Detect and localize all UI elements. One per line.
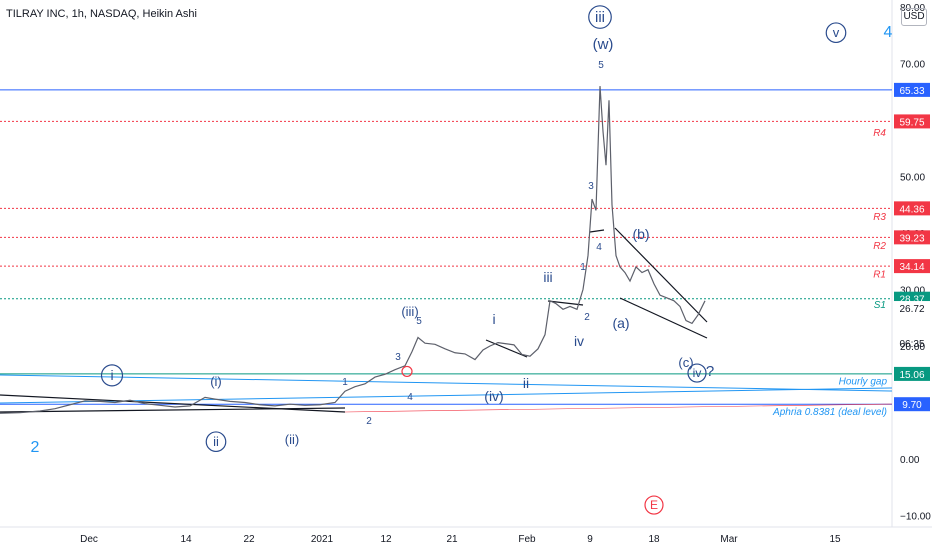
wave-label: iii xyxy=(543,269,552,285)
level-price-tag xyxy=(894,114,930,129)
aphria-label: Aphria 0.8381 (deal level) xyxy=(772,407,887,418)
level-price-tag xyxy=(894,82,930,97)
wave-label: ? xyxy=(706,363,714,380)
level-price-label: 15.06 xyxy=(899,370,924,381)
wave-label: 1 xyxy=(580,262,586,273)
level-price-label: 28.37 xyxy=(899,295,924,306)
trend-line xyxy=(344,403,893,413)
wave-label: E xyxy=(650,498,658,512)
level-price-tag xyxy=(894,230,930,245)
wave-label: 4 xyxy=(407,392,413,403)
wave-label: (a) xyxy=(612,315,629,331)
level-price-tag xyxy=(894,366,930,381)
x-tick-label: Dec xyxy=(80,534,98,545)
trend-line xyxy=(0,407,346,413)
trend-line xyxy=(614,227,708,323)
y-tick-label: 70.00 xyxy=(900,60,925,71)
wave-label: 3 xyxy=(395,352,401,363)
level-price-label: 34.14 xyxy=(899,262,924,273)
wave-label: (i) xyxy=(210,374,222,389)
wave-circle xyxy=(100,364,124,387)
x-tick-label: 12 xyxy=(380,534,392,545)
wave-label: 2 xyxy=(366,416,372,427)
wave-label: iv xyxy=(693,366,702,380)
wave-circle xyxy=(205,431,227,453)
x-tick-label: 18 xyxy=(648,534,660,545)
wave-label: (iii) xyxy=(401,304,418,319)
hourly-gap-label: Hourly gap xyxy=(839,376,888,387)
wave-circle xyxy=(644,495,664,515)
wave-label: (ii) xyxy=(285,432,299,447)
wave-label: 4 xyxy=(884,24,893,41)
wave-label: ii xyxy=(523,375,529,391)
trend-line xyxy=(485,339,528,358)
extra-price-label: 26.72 xyxy=(899,304,924,315)
wave-circle xyxy=(687,363,707,383)
y-tick-label: 30.00 xyxy=(900,286,925,297)
wave-label: iii xyxy=(595,9,605,26)
wave-label: 3 xyxy=(588,181,594,192)
wave-circle xyxy=(588,5,612,29)
wave-label: (c) xyxy=(678,355,693,370)
wave-label: i xyxy=(110,367,113,383)
level-price-label: 9.70 xyxy=(902,400,922,411)
trend-line xyxy=(0,374,893,392)
wave-label: 2 xyxy=(584,312,590,323)
wave-label: (b) xyxy=(632,226,649,242)
level-side-label: R2 xyxy=(873,241,886,252)
y-tick-label: 20.00 xyxy=(900,342,925,353)
wave-label: iv xyxy=(574,333,584,349)
wave-label: (w) xyxy=(593,36,614,53)
countdown-label: 06:35 xyxy=(899,339,924,350)
level-price-label: 39.23 xyxy=(899,233,924,244)
wave-label: 4 xyxy=(596,242,602,253)
x-tick-label: Mar xyxy=(720,534,738,545)
trend-line xyxy=(589,229,605,233)
chart-title: TILRAY INC, 1h, NASDAQ, Heikin Ashi xyxy=(6,8,197,20)
wave-label: 2 xyxy=(31,439,40,456)
level-side-label: R3 xyxy=(873,212,886,223)
marker-circle xyxy=(401,365,413,378)
level-price-label: 59.75 xyxy=(899,117,924,128)
level-price-tag xyxy=(894,397,930,412)
level-side-label: R4 xyxy=(873,128,886,139)
wave-label: 5 xyxy=(416,316,422,327)
x-tick-label: 2021 xyxy=(311,534,334,545)
trend-line xyxy=(547,300,584,306)
x-tick-label: 21 xyxy=(446,534,458,545)
x-tick-label: 9 xyxy=(587,534,593,545)
y-tick-label: 0.00 xyxy=(900,455,920,466)
level-price-label: 65.33 xyxy=(899,86,924,97)
y-tick-label: 50.00 xyxy=(900,173,925,184)
wave-label: ii xyxy=(213,434,219,449)
price-line xyxy=(0,86,706,414)
x-tick-label: 22 xyxy=(243,534,255,545)
wave-label: v xyxy=(833,25,840,40)
level-price-tag xyxy=(894,259,930,274)
y-tick-label: −10.00 xyxy=(900,512,931,523)
x-tick-label: 14 xyxy=(180,534,192,545)
wave-label: i xyxy=(492,311,495,327)
wave-label: (iv) xyxy=(484,388,503,404)
trend-line xyxy=(0,387,893,404)
level-price-label: 44.36 xyxy=(899,204,924,215)
level-side-label: S1 xyxy=(874,300,886,311)
wave-label: 5 xyxy=(598,60,604,71)
currency-button[interactable]: USD xyxy=(901,8,927,26)
level-side-label: R1 xyxy=(873,270,886,281)
extra-price-tag xyxy=(894,301,930,316)
wave-circle xyxy=(825,22,847,44)
x-tick-label: 15 xyxy=(829,534,841,545)
level-price-tag xyxy=(894,201,930,216)
trend-line xyxy=(619,297,708,339)
wave-label: 1 xyxy=(342,377,348,388)
x-tick-label: Feb xyxy=(518,534,536,545)
